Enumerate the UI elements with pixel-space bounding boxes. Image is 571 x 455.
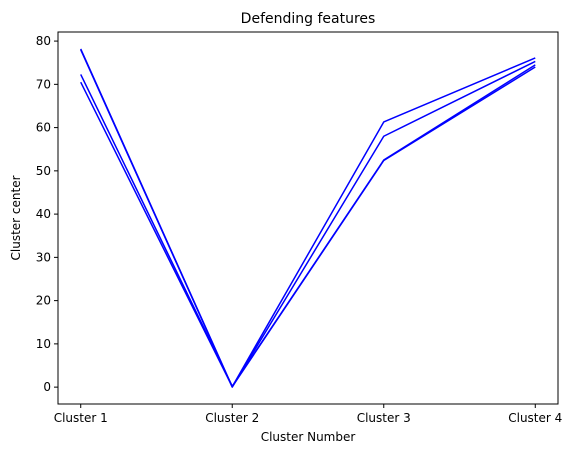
- series-line-2: [80, 49, 536, 388]
- series-layer: [80, 48, 536, 388]
- x-tick-label: Cluster 4: [508, 411, 562, 425]
- y-axis-label: Cluster center: [9, 175, 23, 260]
- y-tick-label: 60: [36, 121, 51, 135]
- y-axis: 0 10 20 30 40 50 60 70 80: [36, 34, 58, 394]
- x-axis: Cluster 1 Cluster 2 Cluster 3 Cluster 4: [54, 404, 562, 425]
- y-tick-label: 50: [36, 164, 51, 178]
- x-tick-label: Cluster 3: [357, 411, 411, 425]
- plot-area: [57, 31, 559, 405]
- x-tick-label: Cluster 2: [205, 411, 259, 425]
- plot-frame: [57, 31, 559, 405]
- series-line-4: [80, 66, 536, 388]
- chart-title: Defending features: [241, 11, 376, 27]
- y-tick-label: 40: [36, 207, 51, 221]
- y-tick-label: 80: [36, 34, 51, 48]
- y-tick-label: 10: [36, 337, 51, 351]
- y-tick-label: 30: [36, 250, 51, 264]
- x-axis-label: Cluster Number: [261, 430, 356, 444]
- y-tick-label: 20: [36, 294, 51, 308]
- series-line-3: [80, 64, 536, 388]
- x-tick-label: Cluster 1: [54, 411, 108, 425]
- y-tick-label: 0: [43, 380, 51, 394]
- y-tick-label: 70: [36, 77, 51, 91]
